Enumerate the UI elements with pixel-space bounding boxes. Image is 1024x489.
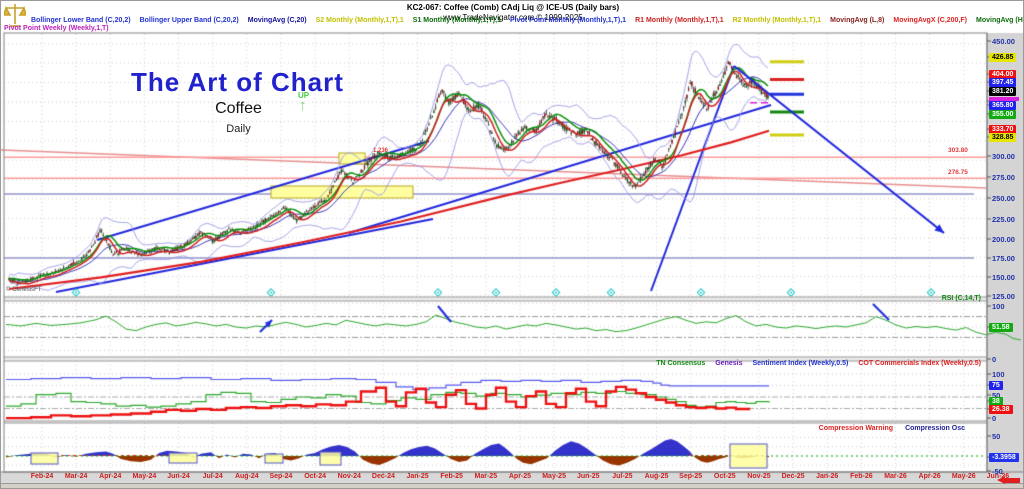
scroll-left-arrow-tail bbox=[1004, 478, 1020, 483]
scroll-left-arrow[interactable] bbox=[997, 476, 1023, 485]
scroll-left-arrow-head bbox=[997, 476, 1005, 484]
bottom-scrollbar[interactable] bbox=[1, 483, 1023, 488]
